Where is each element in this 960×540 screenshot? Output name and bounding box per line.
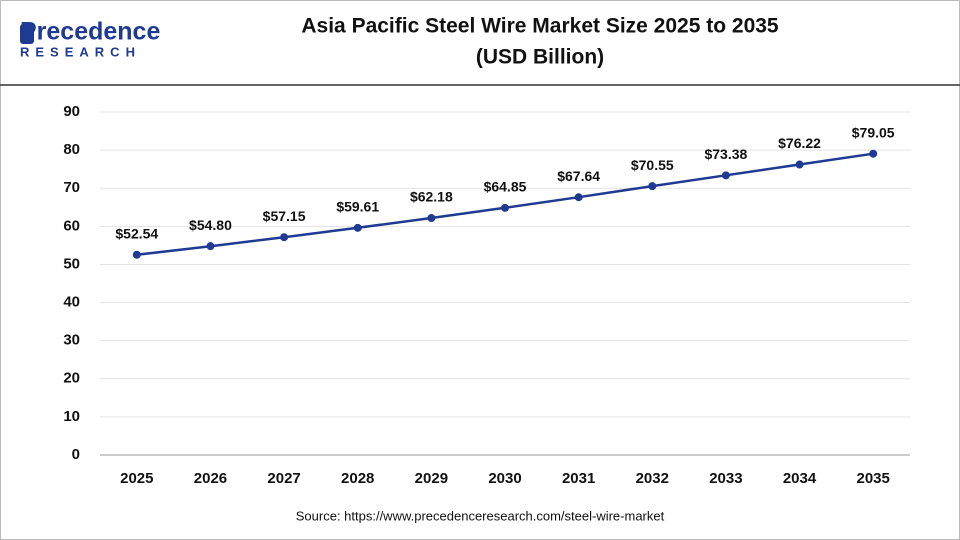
point	[869, 149, 878, 158]
point	[501, 203, 509, 212]
y-tick-label: 40	[63, 294, 80, 311]
point	[574, 193, 583, 202]
value-label: $62.18	[410, 189, 453, 205]
chart-title: Asia Pacific Steel Wire Market Size 2025…	[301, 15, 779, 38]
y-tick-label: 10	[63, 408, 80, 425]
y-tick-label: 0	[72, 446, 80, 463]
x-tick-label: 2035	[856, 470, 889, 487]
value-label: $54.80	[189, 217, 232, 233]
logo-tagline: RESEARCH	[20, 44, 141, 59]
value-label: $59.61	[336, 199, 379, 215]
x-tick-label: 2030	[488, 470, 521, 487]
x-tick-label: 2026	[194, 470, 227, 487]
value-label: $67.64	[557, 168, 600, 184]
x-tick-label: 2034	[783, 470, 817, 487]
x-tick-label: 2028	[341, 470, 374, 487]
point	[132, 250, 141, 259]
value-label: $57.15	[263, 208, 306, 224]
value-label: $79.05	[852, 124, 895, 140]
logo: Precedence RESEARCH	[20, 18, 160, 59]
x-tick-label: 2029	[415, 470, 448, 487]
point	[427, 214, 436, 223]
x-tick-label: 2027	[267, 470, 300, 487]
value-label: $76.22	[778, 135, 821, 151]
value-label: $52.54	[115, 225, 158, 241]
y-tick-label: 80	[63, 141, 80, 158]
point	[353, 223, 362, 232]
x-tick-label: 2032	[636, 470, 669, 487]
x-tick-label: 2025	[120, 470, 153, 487]
x-tick-label: 2033	[709, 470, 742, 487]
y-tick-label: 70	[63, 179, 80, 196]
y-tick-label: 20	[63, 370, 80, 387]
point	[206, 242, 215, 251]
point	[795, 160, 804, 169]
source: Source: https://www.precedenceresearch.c…	[296, 508, 665, 523]
logo-icon	[20, 24, 34, 44]
x-tick-label: 2031	[562, 470, 595, 487]
y-tick-label: 60	[63, 217, 80, 234]
value-label: $64.85	[484, 179, 527, 195]
point	[280, 233, 289, 242]
point	[648, 182, 657, 191]
y-tick-label: 30	[63, 332, 80, 349]
y-tick-label: 50	[63, 255, 80, 272]
y-tick-label: 90	[63, 103, 80, 120]
chart-subtitle: (USD Billion)	[476, 46, 604, 69]
value-label: $73.38	[704, 146, 747, 162]
logo-name: Precedence	[20, 18, 160, 46]
point	[721, 171, 730, 180]
value-label: $70.55	[631, 157, 674, 173]
